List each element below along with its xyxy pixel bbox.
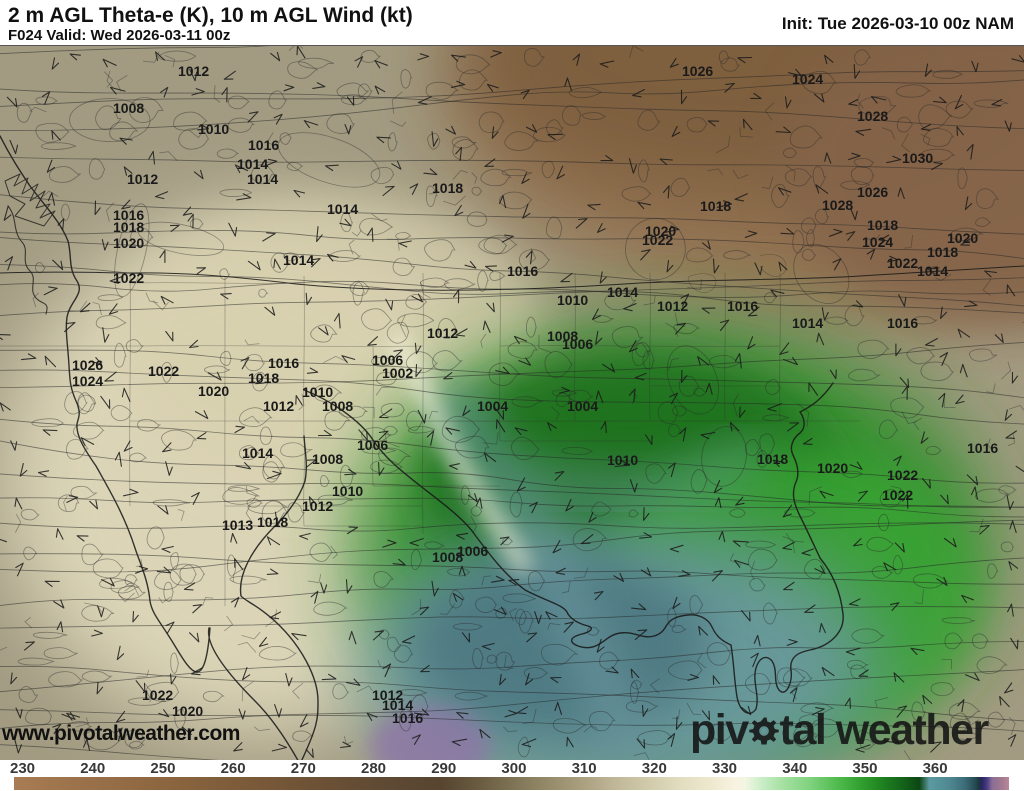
- svg-text:1022: 1022: [887, 255, 918, 271]
- svg-text:1016: 1016: [727, 298, 758, 314]
- svg-text:1024: 1024: [862, 234, 893, 250]
- svg-text:1010: 1010: [332, 483, 363, 499]
- svg-text:1012: 1012: [657, 298, 688, 314]
- svg-text:1018: 1018: [113, 219, 144, 235]
- svg-text:1018: 1018: [867, 217, 898, 233]
- svg-text:1012: 1012: [302, 498, 333, 514]
- svg-text:1014: 1014: [607, 284, 638, 300]
- svg-text:1016: 1016: [268, 355, 299, 371]
- svg-text:1020: 1020: [198, 383, 229, 399]
- svg-text:1022: 1022: [142, 687, 173, 703]
- svg-text:1022: 1022: [148, 363, 179, 379]
- svg-text:1018: 1018: [257, 514, 288, 530]
- svg-text:1014: 1014: [327, 201, 358, 217]
- svg-text:1004: 1004: [567, 398, 598, 414]
- svg-text:1012: 1012: [178, 63, 209, 79]
- svg-text:1018: 1018: [757, 451, 788, 467]
- svg-text:1014: 1014: [242, 445, 273, 461]
- svg-text:1018: 1018: [927, 244, 958, 260]
- svg-text:1006: 1006: [357, 437, 388, 453]
- svg-text:1002: 1002: [382, 365, 413, 381]
- svg-text:1006: 1006: [457, 543, 488, 559]
- svg-text:1014: 1014: [917, 263, 948, 279]
- svg-text:1020: 1020: [645, 223, 676, 239]
- svg-text:1024: 1024: [72, 373, 103, 389]
- svg-text:1020: 1020: [172, 703, 203, 719]
- svg-text:1018: 1018: [248, 370, 279, 386]
- svg-text:1020: 1020: [113, 235, 144, 251]
- svg-text:1018: 1018: [432, 180, 463, 196]
- svg-text:1014: 1014: [792, 315, 823, 331]
- svg-text:1024: 1024: [792, 71, 823, 87]
- svg-text:1028: 1028: [822, 197, 853, 213]
- svg-text:1010: 1010: [198, 121, 229, 137]
- svg-text:1012: 1012: [127, 171, 158, 187]
- svg-text:1006: 1006: [562, 336, 593, 352]
- svg-text:1014: 1014: [237, 156, 268, 172]
- svg-text:1014: 1014: [247, 171, 278, 187]
- svg-text:1014: 1014: [283, 252, 314, 268]
- svg-text:1028: 1028: [857, 108, 888, 124]
- svg-text:1016: 1016: [248, 137, 279, 153]
- svg-text:1010: 1010: [557, 292, 588, 308]
- svg-text:1013: 1013: [222, 517, 253, 533]
- svg-text:1012: 1012: [427, 325, 458, 341]
- svg-text:1026: 1026: [682, 63, 713, 79]
- svg-text:1022: 1022: [882, 487, 913, 503]
- svg-text:1016: 1016: [967, 440, 998, 456]
- svg-text:1020: 1020: [817, 460, 848, 476]
- svg-text:1022: 1022: [887, 467, 918, 483]
- svg-text:1016: 1016: [507, 263, 538, 279]
- svg-text:1008: 1008: [312, 451, 343, 467]
- svg-text:1018: 1018: [700, 198, 731, 214]
- svg-text:1022: 1022: [113, 270, 144, 286]
- svg-text:1016: 1016: [392, 710, 423, 726]
- svg-text:1030: 1030: [902, 150, 933, 166]
- svg-text:1016: 1016: [887, 315, 918, 331]
- svg-text:1026: 1026: [857, 184, 888, 200]
- svg-text:1010: 1010: [607, 452, 638, 468]
- svg-text:1008: 1008: [113, 100, 144, 116]
- svg-text:1004: 1004: [477, 398, 508, 414]
- svg-text:1008: 1008: [322, 398, 353, 414]
- svg-text:1012: 1012: [263, 398, 294, 414]
- svg-text:1026: 1026: [72, 357, 103, 373]
